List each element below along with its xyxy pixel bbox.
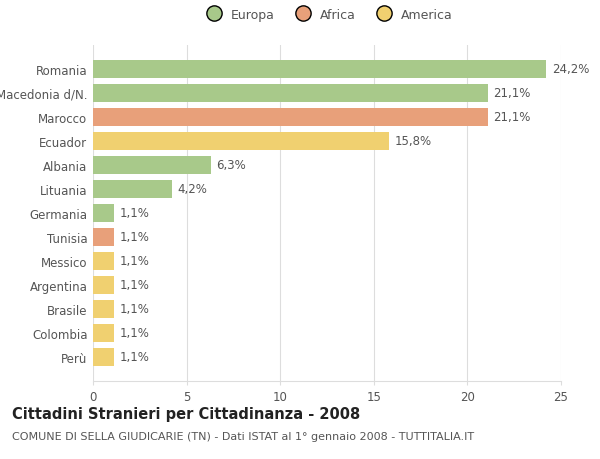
Bar [93, 253, 113, 270]
Bar [93, 109, 488, 126]
Bar [93, 229, 113, 246]
Bar [93, 301, 113, 318]
Text: 15,8%: 15,8% [394, 135, 431, 148]
Text: 1,1%: 1,1% [119, 231, 149, 244]
Text: 1,1%: 1,1% [119, 303, 149, 316]
Text: 1,1%: 1,1% [119, 207, 149, 220]
Text: 1,1%: 1,1% [119, 255, 149, 268]
Text: 6,3%: 6,3% [217, 159, 247, 172]
Bar [93, 325, 113, 342]
Legend: Europa, Africa, America: Europa, Africa, America [201, 9, 453, 22]
Text: 1,1%: 1,1% [119, 279, 149, 292]
Bar [93, 85, 488, 102]
Text: 4,2%: 4,2% [177, 183, 207, 196]
Text: 24,2%: 24,2% [551, 63, 589, 76]
Bar [93, 133, 389, 150]
Text: COMUNE DI SELLA GIUDICARIE (TN) - Dati ISTAT al 1° gennaio 2008 - TUTTITALIA.IT: COMUNE DI SELLA GIUDICARIE (TN) - Dati I… [12, 431, 474, 442]
Text: 21,1%: 21,1% [494, 111, 531, 124]
Text: 1,1%: 1,1% [119, 351, 149, 364]
Text: 21,1%: 21,1% [494, 87, 531, 100]
Bar [93, 157, 211, 174]
Text: 1,1%: 1,1% [119, 327, 149, 340]
Text: Cittadini Stranieri per Cittadinanza - 2008: Cittadini Stranieri per Cittadinanza - 2… [12, 406, 360, 421]
Bar [93, 61, 546, 78]
Bar [93, 181, 172, 198]
Bar [93, 277, 113, 294]
Bar [93, 348, 113, 366]
Bar [93, 205, 113, 222]
